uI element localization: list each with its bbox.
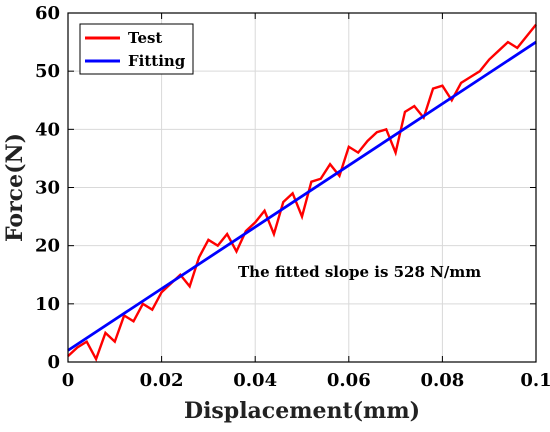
x-tick-label: 0.08: [420, 370, 464, 391]
x-tick-label: 0.04: [233, 370, 277, 391]
slope-annotation: The fitted slope is 528 N/mm: [238, 263, 481, 281]
legend: Test Fitting: [79, 23, 194, 75]
y-tick-label: 60: [35, 3, 60, 24]
series-line-test: [67, 23, 537, 363]
legend-test-label: Test: [128, 29, 162, 47]
y-tick-label: 40: [35, 119, 60, 140]
x-tick-label: 0.02: [140, 370, 184, 391]
legend-fitting-label: Fitting: [128, 52, 186, 70]
y-axis-label: Force(N): [2, 133, 28, 242]
x-tick-label: 0.06: [327, 370, 371, 391]
x-axis-label: Displacement(mm): [184, 398, 420, 424]
y-tick-label: 30: [35, 178, 60, 199]
series-layer: [67, 23, 537, 363]
legend-box: [79, 23, 194, 75]
y-tick-label: 20: [35, 236, 60, 257]
x-tick-label: 0: [62, 370, 75, 391]
ticks: 0 0.02 0.04 0.06 0.08 0.1 0 10 20 30 40 50 60: [35, 3, 550, 391]
y-tick-label: 50: [35, 61, 60, 82]
y-tick-label: 10: [35, 294, 60, 315]
y-tick-label: 0: [47, 352, 60, 373]
x-tick-label: 0.1: [520, 370, 550, 391]
series-line-fitting: [67, 40, 537, 352]
